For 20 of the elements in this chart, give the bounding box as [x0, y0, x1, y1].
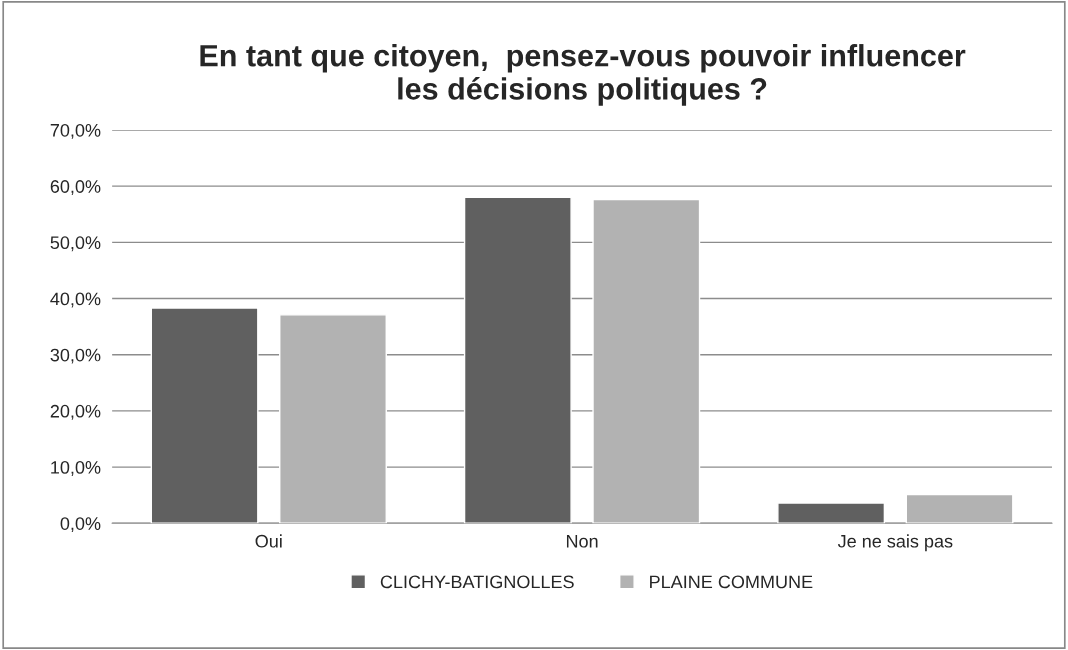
y-tick-label: 0,0% [60, 517, 101, 533]
chart-title: En tant que citoyen, pensez-vous pouvoir influencer les décisions politiques ? [200, 44, 966, 106]
y-tick-label: 50,0% [50, 236, 101, 252]
y-tick-label: 10,0% [51, 461, 101, 476]
y-tick-label: 30,0% [50, 348, 101, 364]
x-tick-label: Je ne sais pas [837, 534, 953, 552]
y-tick-label: 60,0% [50, 180, 101, 196]
legend-label: CLICHY-BATIGNOLLES [380, 575, 574, 589]
legend-label: PLAINE COMMUNE [650, 575, 813, 589]
y-tick-label: 40,0% [50, 292, 101, 308]
bar [463, 196, 572, 524]
x-tick-label: Oui [255, 534, 282, 548]
bar [279, 314, 387, 524]
bar [905, 493, 1014, 524]
x-tick-label: Non [566, 535, 598, 548]
y-tick-label: 20,0% [50, 404, 101, 420]
bar [592, 198, 701, 524]
bar [150, 307, 259, 524]
bar [777, 502, 886, 524]
y-tick-label: 70,0% [50, 123, 101, 139]
